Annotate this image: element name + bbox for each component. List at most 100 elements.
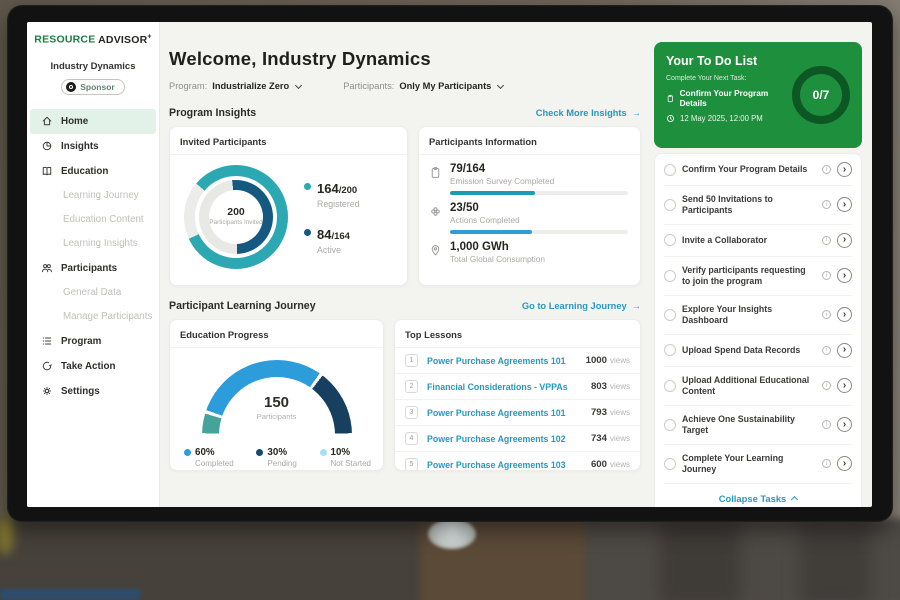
home-icon [42, 116, 52, 126]
task-row[interactable]: Upload Additional Educational Content i … [664, 367, 852, 406]
card-title: Education Progress [170, 320, 383, 348]
lesson-link[interactable]: Power Purchase Agreements 101 [427, 355, 566, 366]
background-blue-object [0, 589, 140, 600]
task-row[interactable]: Send 50 Invitations to Participants i › [664, 186, 852, 225]
task-row[interactable]: Confirm Your Program Details i › [664, 154, 852, 186]
app-logo: RESOURCE ADVISOR+ [27, 33, 159, 46]
participants-dropdown[interactable]: Participants: Only My Participants [343, 81, 505, 91]
lesson-row-2[interactable]: 2 Financial Considerations - VPPAs 803 v… [395, 374, 640, 400]
chevron-down-icon [295, 81, 303, 89]
task-go-button[interactable]: › [837, 307, 852, 323]
legend-active: 84/164 Active [304, 226, 360, 255]
logo-resource: RESOURCE [34, 33, 96, 46]
task-go-button[interactable]: › [837, 268, 852, 284]
sidebar-item-participants[interactable]: Participants [27, 256, 159, 281]
task-go-button[interactable]: › [837, 378, 852, 394]
task-checkbox[interactable] [664, 269, 676, 282]
sidebar-item-learning-insights[interactable]: Learning Insights [63, 238, 138, 249]
task-checkbox[interactable] [664, 344, 676, 357]
task-go-button[interactable]: › [837, 417, 852, 433]
lesson-row-1[interactable]: 1 Power Purchase Agreements 101 1000 vie… [395, 348, 640, 374]
task-go-button[interactable]: › [837, 456, 852, 472]
task-checkbox[interactable] [664, 198, 676, 211]
task-go-button[interactable]: › [837, 232, 852, 248]
rank-badge: 1 [405, 354, 418, 367]
filters-row: Program: Industrialize Zero Participants… [169, 81, 641, 91]
task-checkbox[interactable] [664, 418, 676, 431]
task-checkbox[interactable] [664, 379, 676, 392]
collapse-tasks-link[interactable]: Collapse Tasks [664, 484, 852, 507]
arrow-right-icon: → [631, 108, 641, 118]
sidebar-item-manage-participants[interactable]: Manage Participants [63, 311, 153, 322]
task-checkbox[interactable] [664, 308, 676, 321]
info-icon: i [822, 459, 831, 469]
dashboard-screen: RESOURCE ADVISOR+ Industry Dynamics Spon… [27, 22, 872, 507]
task-checkbox[interactable] [664, 163, 676, 176]
task-go-button[interactable]: › [837, 342, 852, 358]
lesson-row-3[interactable]: 3 Power Purchase Agreements 101 793 view… [395, 400, 640, 426]
background-desk-left [0, 518, 440, 600]
sidebar-item-learning-journey[interactable]: Learning Journey [63, 190, 139, 201]
lesson-link[interactable]: Power Purchase Agreements 101 [427, 407, 566, 418]
monitor-stand [428, 519, 476, 549]
sidebar-item-settings[interactable]: Settings [27, 379, 159, 404]
info-icon: i [822, 310, 831, 320]
sidebar-item-program[interactable]: Program [27, 329, 159, 354]
clock-icon [667, 115, 674, 122]
donut-legend: 164/200 Registered 84/164 Active [304, 180, 360, 255]
sidebar-item-general-data[interactable]: General Data [63, 287, 122, 298]
stat-emission-survey: 79/164 Emission Survey Completed [429, 163, 628, 195]
participants-information-card: Participants Information 79/164 Emission… [418, 126, 641, 286]
task-row[interactable]: Achieve One Sustainability Target i › [664, 406, 852, 445]
lesson-link[interactable]: Power Purchase Agreements 103 [427, 459, 566, 470]
task-go-button[interactable]: › [837, 162, 852, 177]
task-row[interactable]: Explore Your Insights Dashboard i › [664, 296, 852, 335]
location-pin-icon [431, 245, 440, 256]
task-checkbox[interactable] [664, 234, 676, 247]
lesson-link[interactable]: Financial Considerations - VPPAs [427, 381, 568, 392]
progress-bar [450, 230, 628, 234]
legend-dot [304, 228, 311, 236]
sponsor-label: Sponsor [80, 81, 115, 92]
sidebar-item-home[interactable]: Home [30, 108, 156, 134]
gauge-legend: 60% Completed 30% Pending 10% [170, 438, 383, 468]
info-icon: i [822, 235, 831, 245]
go-to-learning-journey-link[interactable]: Go to Learning Journey → [521, 301, 641, 311]
gauge-center-label: Participants [256, 412, 297, 421]
card-title: Top Lessons [395, 320, 640, 348]
program-dropdown[interactable]: Program: Industrialize Zero [169, 81, 303, 91]
sidebar-item-take-action[interactable]: Take Action [27, 354, 159, 379]
sidebar-item-education-content[interactable]: Education Content [63, 214, 144, 225]
info-icon: i [822, 165, 831, 174]
task-row[interactable]: Invite a Collaborator i › [664, 225, 852, 257]
donut-center-value: 200 [227, 206, 245, 219]
legend-dot [256, 449, 264, 456]
task-row[interactable]: Verify participants requesting to join t… [664, 257, 852, 296]
section-title: Program Insights [169, 107, 257, 119]
chevron-up-icon [791, 496, 799, 504]
lesson-link[interactable]: Power Purchase Agreements 102 [427, 433, 566, 444]
check-more-insights-link[interactable]: Check More Insights → [535, 108, 641, 118]
info-icon: i [822, 381, 831, 391]
book-icon [42, 166, 52, 176]
legend-not-started: 10% Not Started [319, 447, 371, 468]
sponsor-icon [66, 81, 77, 92]
sponsor-badge[interactable]: Sponsor [61, 78, 125, 95]
lesson-row-5[interactable]: 5 Power Purchase Agreements 103 600 view… [395, 452, 640, 470]
task-go-button[interactable]: › [837, 197, 852, 213]
task-checkbox[interactable] [664, 457, 676, 470]
background-shadow-stripe [800, 520, 870, 600]
sidebar-item-education[interactable]: Education [27, 159, 159, 184]
logo-advisor: ADVISOR+ [98, 33, 152, 46]
arrow-right-icon: → [631, 301, 641, 311]
lesson-row-4[interactable]: 4 Power Purchase Agreements 102 734 view… [395, 426, 640, 452]
sidebar-item-insights[interactable]: Insights [27, 134, 159, 159]
task-row[interactable]: Upload Spend Data Records i › [664, 335, 852, 367]
invited-participants-card: Invited Participants 200 Participants In… [169, 126, 408, 286]
list-icon [42, 337, 52, 345]
task-row[interactable]: Complete Your Learning Journey i › [664, 445, 852, 484]
organization-name: Industry Dynamics [50, 60, 136, 72]
page-title: Welcome, Industry Dynamics [169, 48, 431, 69]
todo-progress-ring: 0/7 [792, 66, 850, 124]
